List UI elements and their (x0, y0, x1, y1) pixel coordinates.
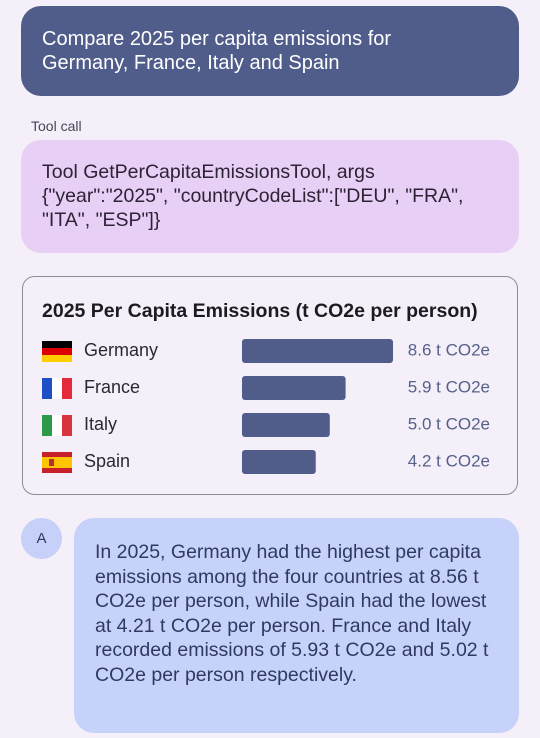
user-message: Compare 2025 per capita emissions for Ge… (21, 6, 519, 96)
bar (242, 413, 330, 437)
value-label: 4.2 t CO2e (408, 451, 490, 470)
flag-spain (42, 452, 72, 473)
chart-title: 2025 Per Capita Emissions (t CO2e per pe… (42, 300, 478, 322)
bar (242, 450, 316, 474)
chart-card: 2025 Per Capita Emissions (t CO2e per pe… (22, 276, 518, 495)
bar (242, 339, 393, 363)
category-label: Italy (84, 414, 117, 434)
bar (242, 376, 346, 400)
category-label: Germany (84, 340, 158, 360)
value-label: 5.9 t CO2e (408, 377, 490, 396)
value-label: 5.0 t CO2e (408, 414, 490, 433)
flag-france (42, 378, 72, 399)
assistant-message: In 2025, Germany had the highest per cap… (74, 518, 519, 733)
flag-germany (42, 341, 72, 362)
assistant-avatar: A (21, 518, 62, 559)
value-label: 8.6 t CO2e (408, 340, 490, 359)
tool-call-label: Tool call (31, 118, 82, 134)
tool-call-message: Tool GetPerCapitaEmissionsTool, args {"y… (21, 140, 519, 253)
flag-italy (42, 415, 72, 436)
category-label: France (84, 377, 140, 397)
category-label: Spain (84, 451, 130, 471)
